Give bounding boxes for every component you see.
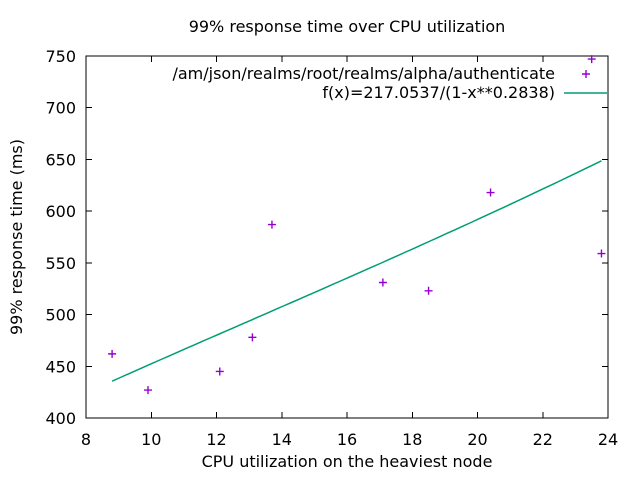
legend-series-label: /am/json/realms/root/realms/alpha/authen… [172, 64, 555, 83]
x-tick-label: 12 [206, 430, 226, 449]
chart-title: 99% response time over CPU utilization [188, 17, 506, 36]
plot-border [85, 55, 609, 419]
data-point [597, 249, 606, 258]
data-point [267, 220, 276, 229]
legend-fit-label: f(x)=217.0537/(1-x**0.2838) [322, 83, 555, 102]
legend-row-fit: f(x)=217.0537/(1-x**0.2838) [172, 83, 608, 102]
legend: /am/json/realms/root/realms/alpha/authen… [172, 64, 608, 102]
x-tick-label: 24 [598, 430, 618, 449]
data-point [587, 55, 596, 64]
data-point [215, 367, 224, 376]
x-tick-label: 20 [467, 430, 487, 449]
data-point [143, 386, 152, 395]
data-point [486, 188, 495, 197]
data-point [378, 278, 387, 287]
x-tick-label: 22 [533, 430, 553, 449]
x-tick-label: 14 [272, 430, 292, 449]
data-point [248, 333, 257, 342]
x-tick-label: 16 [337, 430, 357, 449]
x-axis-label: CPU utilization on the heaviest node [201, 452, 493, 471]
plus-marker-icon [582, 69, 590, 78]
y-tick-label: 400 [45, 409, 76, 428]
x-tick-label: 10 [141, 430, 161, 449]
data-point [108, 349, 117, 358]
y-tick-label: 550 [45, 254, 76, 273]
y-tick-label: 750 [45, 47, 76, 66]
data-point [424, 286, 433, 295]
y-tick-label: 500 [45, 306, 76, 325]
y-tick-label: 700 [45, 99, 76, 118]
y-tick-label: 600 [45, 202, 76, 221]
y-axis-label: 99% response time (ms) [7, 138, 26, 336]
legend-row-series: /am/json/realms/root/realms/alpha/authen… [172, 64, 608, 83]
y-tick-label: 650 [45, 150, 76, 169]
y-tick-label: 450 [45, 357, 76, 376]
legend-line-sample [564, 91, 607, 94]
x-tick-label: 8 [81, 430, 91, 449]
fit-line [111, 160, 602, 382]
legend-point-sample [582, 69, 590, 78]
x-tick-label: 18 [402, 430, 422, 449]
